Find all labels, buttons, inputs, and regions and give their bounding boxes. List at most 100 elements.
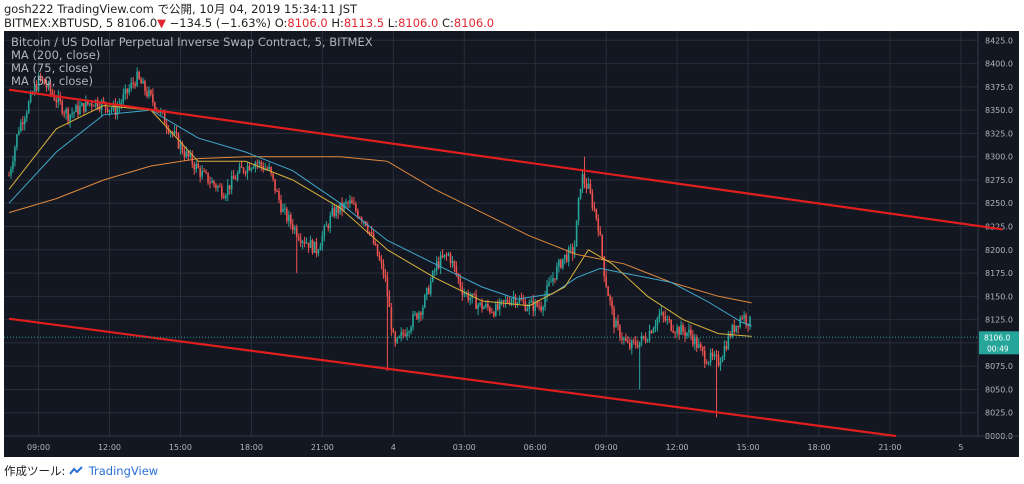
candle-body [252, 167, 255, 169]
candle-body [625, 338, 627, 341]
candle-body [414, 313, 416, 315]
high-value: 8113.5 [343, 16, 385, 30]
candle-body [59, 95, 62, 102]
candle-body [335, 206, 337, 217]
candle-body [327, 225, 330, 229]
author-name[interactable]: gosh222 [4, 2, 54, 16]
candle-body [558, 260, 560, 267]
symbol-label: BITMEX:XBTUSD, 5 [4, 16, 114, 30]
low-label: L: [387, 16, 399, 30]
candle-body [341, 202, 343, 210]
candle-body [185, 151, 188, 157]
candle-body [203, 171, 205, 173]
candle-body [524, 301, 527, 311]
y-tick-label: 8075.0 [985, 362, 1013, 371]
candle-body [542, 307, 544, 311]
y-tick-label: 8150.0 [985, 292, 1013, 301]
candle-body [573, 246, 576, 255]
candle-body [674, 332, 676, 334]
candle-body [370, 232, 373, 234]
chart-panel[interactable]: 8000.08025.08050.08075.08100.08125.08150… [4, 31, 1019, 457]
candle-body [648, 330, 651, 341]
close-value: 8106.0 [453, 16, 495, 30]
candle-body [23, 118, 26, 125]
candle-body [439, 255, 442, 268]
candle-body [124, 88, 127, 95]
candle-body [615, 320, 617, 328]
candle-body [388, 296, 391, 308]
candle-body [345, 202, 347, 204]
price-change: −134.5 (−1.63%) [169, 16, 272, 30]
candle-body [390, 307, 393, 330]
candle-body [353, 203, 355, 205]
candle-body [221, 186, 223, 197]
y-tick-label: 8325.0 [985, 129, 1013, 138]
tradingview-logo-icon[interactable] [69, 464, 89, 478]
candle-body [656, 318, 659, 326]
ohlc-line: BITMEX:XBTUSD, 5 8106.0▼ −134.5 (−1.63%)… [4, 16, 1014, 30]
candle-body [319, 246, 322, 251]
candle-body [295, 227, 298, 237]
candle-body [571, 247, 574, 255]
candle-body [268, 167, 270, 170]
candle-body [496, 304, 499, 310]
candle-body [662, 312, 665, 317]
candle-body [53, 94, 56, 101]
candle-body [193, 164, 196, 170]
candle-body [686, 332, 688, 336]
candle-body [368, 231, 371, 233]
candle-body [175, 131, 178, 134]
candle-body [224, 195, 227, 199]
x-tick-label: 4 [391, 443, 396, 452]
candle-body [445, 254, 448, 256]
x-tick-label: 09:00 [27, 443, 50, 452]
high-label: H: [331, 16, 344, 30]
candle-body [169, 132, 172, 134]
candle-body [258, 161, 261, 164]
candle-body [617, 320, 619, 326]
x-tick-label: 12:00 [98, 443, 121, 452]
candle-body [449, 253, 452, 264]
candle-body [522, 300, 525, 302]
candle-body [374, 243, 377, 245]
candle-body [713, 354, 716, 357]
candle-body [493, 312, 495, 316]
candle-body [422, 307, 424, 315]
candle-body [33, 86, 36, 95]
candle-body [678, 327, 680, 335]
candle-body [735, 325, 738, 332]
candle-body [469, 298, 471, 301]
candle-body [110, 109, 113, 111]
candle-body [638, 341, 641, 348]
candle-body [731, 325, 734, 337]
chart-legend: Bitcoin / US Dollar Perpetual Inverse Sw… [11, 36, 373, 88]
candle-body [644, 337, 647, 342]
candle-body [627, 340, 629, 343]
tradingview-brand[interactable]: TradingView [88, 464, 159, 478]
legend-ma-200[interactable]: MA (200, close) [11, 48, 101, 62]
ma-200-line [8, 156, 752, 304]
candle-body [386, 277, 389, 297]
candle-body [45, 84, 48, 88]
x-tick-label: 18:00 [807, 443, 830, 452]
candle-body [39, 75, 42, 78]
candle-body [297, 236, 300, 240]
legend-ma-50[interactable]: MA (50, close) [11, 74, 93, 88]
candle-body [134, 83, 136, 86]
legend-ma-75[interactable]: MA (75, close) [11, 61, 93, 75]
candle-body [666, 318, 669, 321]
candle-body [632, 340, 635, 342]
candle-body [595, 209, 598, 219]
candle-body [660, 312, 663, 314]
price-chart[interactable]: 8000.08025.08050.08075.08100.08125.08150… [4, 31, 1019, 457]
candle-body [453, 261, 456, 267]
candle-body [682, 324, 684, 332]
candle-body [426, 287, 428, 295]
y-tick-label: 8225.0 [985, 223, 1013, 232]
candle-body [284, 208, 286, 210]
y-tick-label: 8275.0 [985, 176, 1013, 185]
candle-body [601, 235, 604, 257]
candle-body [705, 363, 708, 365]
candle-body [455, 266, 458, 275]
candle-body [680, 324, 682, 335]
